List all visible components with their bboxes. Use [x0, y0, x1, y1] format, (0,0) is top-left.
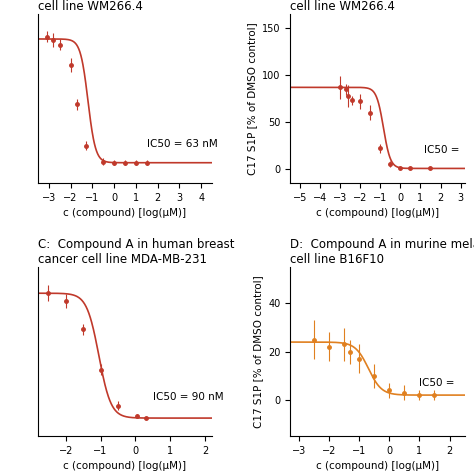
- Text: IC50 =: IC50 =: [425, 145, 460, 155]
- X-axis label: c (compound) [log(μM)]: c (compound) [log(μM)]: [316, 461, 439, 471]
- Text: IC50 = 90 nM: IC50 = 90 nM: [153, 392, 223, 402]
- X-axis label: c (compound) [log(μM)]: c (compound) [log(μM)]: [64, 208, 187, 218]
- Y-axis label: C17 S1P [% of DMSO control]: C17 S1P [% of DMSO control]: [253, 275, 263, 428]
- Y-axis label: C17 S1P [% of DMSO control]: C17 S1P [% of DMSO control]: [246, 22, 256, 175]
- Text: C:  Compound A in human breast
cancer cell line MDA-MB-231: C: Compound A in human breast cancer cel…: [38, 238, 235, 266]
- Text: D:  Compound A in murine melanoma
cell line B16F10: D: Compound A in murine melanoma cell li…: [291, 238, 474, 266]
- Text: IC50 =: IC50 =: [419, 378, 455, 388]
- X-axis label: c (compound) [log(μM)]: c (compound) [log(μM)]: [64, 461, 187, 471]
- X-axis label: c (compound) [log(μM)]: c (compound) [log(μM)]: [316, 208, 439, 218]
- Text: A:  Compound A in human melanoma
cell line WM266.4: A: Compound A in human melanoma cell lin…: [38, 0, 259, 13]
- Text: B:  Compound B in human melanoma
cell line WM266.4: B: Compound B in human melanoma cell lin…: [291, 0, 474, 13]
- Text: IC50 = 63 nM: IC50 = 63 nM: [147, 139, 218, 149]
